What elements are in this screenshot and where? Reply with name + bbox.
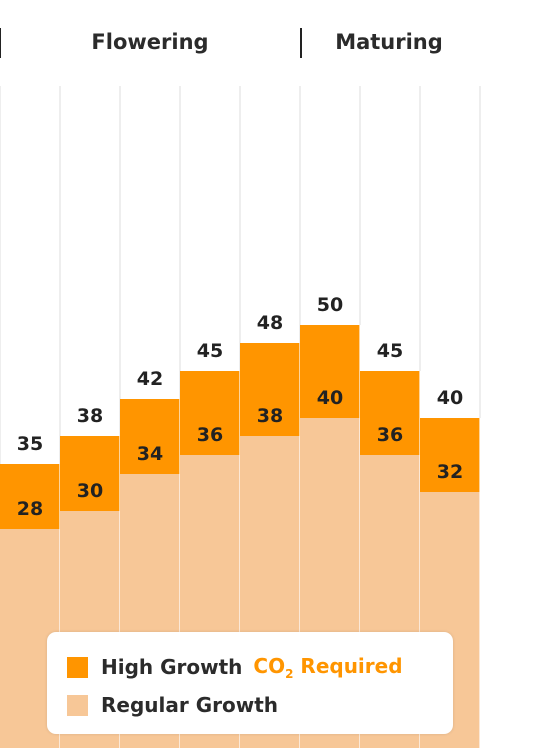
legend-item-regular-growth: Regular Growth <box>67 686 453 724</box>
value-labels: 35 28 38 30 42 34 45 36 48 38 50 40 45 36 40 32 <box>17 294 463 520</box>
bar-high-growth <box>240 343 300 436</box>
label-total: 40 <box>437 387 463 409</box>
phase-labels: Flowering Maturing <box>91 30 442 54</box>
legend-swatch-high-growth <box>67 656 88 678</box>
label-total: 35 <box>17 433 43 455</box>
label-regular-growth: 38 <box>257 405 283 427</box>
bar-high-growth <box>120 399 180 474</box>
label-regular-growth: 36 <box>377 424 403 446</box>
required-text: Required <box>293 653 403 678</box>
bar-high-growth <box>0 464 60 529</box>
phase-label: Maturing <box>335 30 443 54</box>
legend-label-regular-growth: Regular Growth <box>101 693 278 717</box>
legend: High Growth CO2 Required Regular Growth <box>47 632 453 734</box>
bar-high-growth <box>300 325 360 418</box>
phase-label: Flowering <box>91 30 208 54</box>
label-regular-growth: 40 <box>317 387 343 409</box>
label-total: 48 <box>257 312 283 334</box>
label-total: 38 <box>77 405 103 427</box>
legend-item-high-growth: High Growth CO2 Required <box>67 648 453 686</box>
bar-high-growth <box>60 436 120 511</box>
label-regular-growth: 32 <box>437 461 463 483</box>
label-regular-growth: 36 <box>197 424 223 446</box>
label-regular-growth: 34 <box>137 443 163 465</box>
label-total: 42 <box>137 368 163 390</box>
bar-high-growth <box>420 418 480 492</box>
bar-high-growth <box>360 371 420 455</box>
co2-required-note: CO2 Required <box>253 654 402 681</box>
co2-subscript: 2 <box>285 666 294 681</box>
co2-text: CO <box>253 653 286 678</box>
label-total: 45 <box>197 340 223 362</box>
label-regular-growth: 30 <box>77 480 103 502</box>
label-regular-growth: 28 <box>17 498 43 520</box>
label-total: 45 <box>377 340 403 362</box>
label-total: 50 <box>317 294 343 316</box>
legend-swatch-regular-growth <box>67 694 88 716</box>
phase-dividers <box>0 28 302 58</box>
bar-high-growth <box>180 371 240 455</box>
legend-label-high-growth: High Growth <box>101 655 243 679</box>
